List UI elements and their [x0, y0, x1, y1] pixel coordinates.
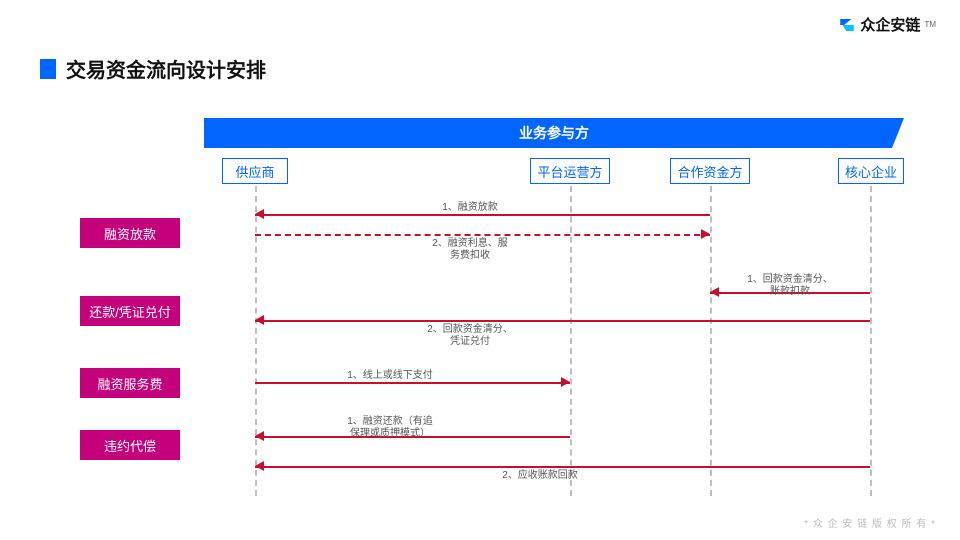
- column-label: 合作资金方: [670, 158, 750, 184]
- brand-logo: 众企安链 TM: [838, 14, 936, 35]
- arrow-head-icon: [255, 461, 264, 471]
- lifeline: [255, 186, 257, 496]
- flow-arrow: [255, 466, 870, 468]
- column-label: 供应商: [222, 158, 288, 184]
- arrow-head-icon: [255, 315, 264, 325]
- arrow-head-icon: [710, 287, 719, 297]
- copyright-footer: * 众 企 安 链 版 权 所 有 *: [804, 515, 936, 530]
- lifeline: [710, 186, 712, 496]
- row-label: 还款/凭证兑付: [80, 296, 180, 326]
- brand-icon: [838, 16, 856, 34]
- flow-arrow: [255, 320, 870, 322]
- arrow-label: 1、融资还款（有追保理或质押模式）: [330, 416, 450, 440]
- flow-arrow: [255, 234, 710, 236]
- column-label: 平台运营方: [530, 158, 610, 184]
- row-label: 融资放款: [80, 218, 180, 248]
- arrow-label: 2、回款资金清分、凭证兑付: [410, 324, 530, 348]
- brand-name: 众企安链: [860, 14, 920, 35]
- participants-header: 业务参与方: [204, 118, 904, 148]
- arrow-label: 2、融资利息、服务费扣收: [410, 238, 530, 262]
- page-title-row: 交易资金流向设计安排: [40, 54, 266, 83]
- row-label: 违约代偿: [80, 430, 180, 460]
- brand-tm: TM: [924, 20, 936, 29]
- arrow-head-icon: [701, 229, 710, 239]
- flow-arrow: [255, 214, 710, 216]
- arrow-label: 2、应收账款回款: [480, 470, 600, 482]
- flow-diagram: 业务参与方供应商 平台运营方 合作资金方 核心企业融资放款还款/凭证兑付融资服务费违约…: [0, 118, 960, 508]
- page-title: 交易资金流向设计安排: [66, 54, 266, 83]
- arrow-label: 1、回款资金清分、账款扣款: [730, 274, 850, 298]
- arrow-label: 1、融资放款: [410, 202, 530, 214]
- title-accent-bar: [40, 59, 56, 79]
- arrow-head-icon: [255, 431, 264, 441]
- arrow-label: 1、线上或线下支付: [330, 370, 450, 382]
- flow-arrow: [255, 382, 570, 384]
- arrow-head-icon: [561, 377, 570, 387]
- lifeline: [870, 186, 872, 496]
- row-label: 融资服务费: [80, 368, 180, 398]
- lifeline: [570, 186, 572, 496]
- arrow-head-icon: [255, 209, 264, 219]
- column-label: 核心企业: [838, 158, 904, 184]
